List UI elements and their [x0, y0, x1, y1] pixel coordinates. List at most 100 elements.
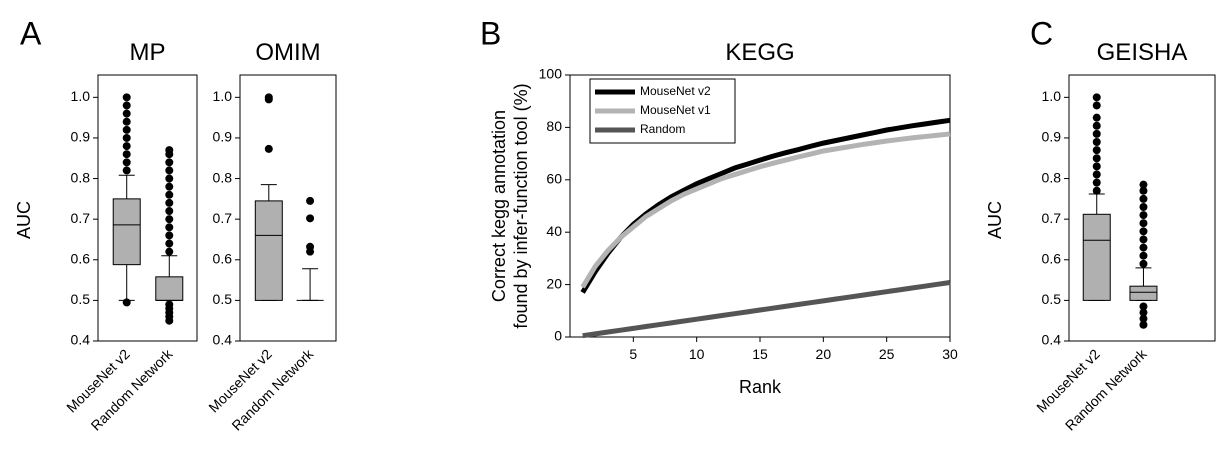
- outlier: [165, 198, 174, 207]
- outlier: [165, 239, 174, 248]
- outlier: [306, 242, 315, 251]
- y-tick-label: 20: [546, 275, 562, 291]
- y-tick-label: 0.8: [1042, 169, 1062, 185]
- box: [112, 198, 141, 266]
- y-tick-label: 0.7: [71, 210, 91, 226]
- outlier: [1139, 308, 1148, 317]
- outlier: [1139, 259, 1148, 268]
- x-axis-label: Rank: [739, 377, 782, 397]
- outlier: [1139, 194, 1148, 203]
- outlier: [122, 125, 131, 134]
- x-tick-label: Random Network: [1062, 345, 1150, 433]
- outlier: [122, 109, 131, 118]
- chart-title: KEGG: [725, 39, 794, 66]
- outlier: [1092, 146, 1101, 155]
- y-tick-label: 0.9: [213, 129, 233, 145]
- outlier: [1092, 101, 1101, 110]
- box: [1129, 285, 1158, 301]
- y-tick-label: 100: [539, 66, 563, 82]
- x-tick-label: Random Network: [88, 345, 176, 433]
- outlier: [122, 142, 131, 151]
- outlier: [1139, 251, 1148, 260]
- outlier: [122, 150, 131, 159]
- box: [1082, 213, 1111, 301]
- y-tick-label: 60: [546, 171, 562, 187]
- outlier: [306, 214, 315, 223]
- outlier: [165, 231, 174, 240]
- legend-label: Random: [640, 122, 685, 136]
- outlier: [1092, 138, 1101, 147]
- y-tick-label: 0.6: [1042, 250, 1062, 266]
- outlier: [165, 300, 174, 309]
- outlier: [1139, 302, 1148, 311]
- y-tick-label: 0.4: [213, 332, 233, 348]
- chart-title: GEISHA: [1097, 39, 1188, 66]
- outlier: [165, 182, 174, 191]
- y-tick-label: 80: [546, 118, 562, 134]
- y-tick-label: 0.9: [1042, 129, 1062, 145]
- outlier: [165, 215, 174, 224]
- outlier: [1139, 219, 1148, 228]
- chart-title: OMIM: [255, 39, 320, 66]
- outlier: [1139, 235, 1148, 244]
- x-tick-label: 30: [942, 346, 958, 362]
- y-tick-label: 0.6: [213, 250, 233, 266]
- outlier: [122, 101, 131, 110]
- outlier: [122, 166, 131, 175]
- x-tick-label: 20: [816, 346, 832, 362]
- chart-title: MP: [130, 39, 166, 66]
- legend-label: MouseNet v1: [640, 103, 711, 117]
- outlier: [1139, 243, 1148, 252]
- y-tick-label: 0.6: [71, 250, 91, 266]
- outlier: [1092, 154, 1101, 163]
- outlier: [165, 146, 174, 155]
- outlier: [1092, 121, 1101, 130]
- plot-frame: [97, 74, 198, 342]
- x-tick-label: 15: [752, 346, 768, 362]
- outlier: [122, 93, 131, 102]
- y-tick-label: 1.0: [213, 88, 233, 104]
- outlier: [165, 158, 174, 167]
- box: [254, 200, 283, 301]
- outlier: [1139, 314, 1148, 323]
- outlier: [1092, 129, 1101, 138]
- y-axis-label: AUC: [14, 201, 34, 239]
- outlier: [1139, 227, 1148, 236]
- x-tick-label: 10: [689, 346, 705, 362]
- outlier: [1139, 180, 1148, 189]
- panel-letter: C: [1030, 15, 1053, 51]
- outlier: [165, 223, 174, 232]
- outlier: [1139, 186, 1148, 195]
- outlier: [1139, 320, 1148, 329]
- outlier: [165, 190, 174, 199]
- y-tick-label: 0.5: [71, 291, 91, 307]
- panel-letter: A: [20, 15, 42, 51]
- legend-label: MouseNet v2: [640, 84, 711, 98]
- y-tick-label: 0.9: [71, 129, 91, 145]
- y-tick-label: 1.0: [71, 88, 91, 104]
- outlier: [165, 174, 174, 183]
- outlier: [122, 133, 131, 142]
- outlier: [122, 158, 131, 167]
- y-tick-label: 0.8: [71, 169, 91, 185]
- series-line: [580, 131, 951, 289]
- outlier: [122, 298, 131, 307]
- x-tick-label: 25: [879, 346, 895, 362]
- y-tick-label: 0.7: [1042, 210, 1062, 226]
- outlier: [264, 93, 273, 102]
- x-tick-label: 5: [629, 346, 637, 362]
- outlier: [1092, 178, 1101, 187]
- panel-letter: B: [480, 15, 501, 51]
- outlier: [1139, 211, 1148, 220]
- y-tick-label: 0.4: [1042, 332, 1062, 348]
- outlier: [165, 247, 174, 256]
- y-tick-label: 1.0: [1042, 88, 1062, 104]
- y-axis-label: AUC: [985, 201, 1005, 239]
- plot-frame: [1068, 74, 1216, 342]
- outlier: [1092, 170, 1101, 179]
- y-axis-label: found by infer-function tool (%): [511, 83, 531, 328]
- y-axis-label: Correct kegg annotation: [489, 110, 509, 302]
- outlier: [122, 117, 131, 126]
- outlier: [1092, 162, 1101, 171]
